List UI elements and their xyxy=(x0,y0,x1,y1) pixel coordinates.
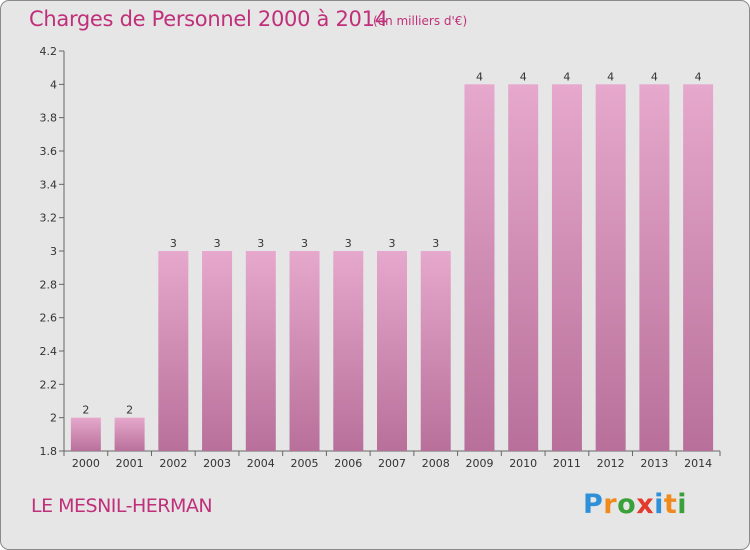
bar-2011 xyxy=(551,84,582,451)
logo-letter: P xyxy=(583,489,604,520)
y-tick-label: 4 xyxy=(50,78,57,91)
logo-letter: r xyxy=(603,489,618,520)
data-label-2014: 4 xyxy=(695,70,702,83)
proxiti-logo[interactable]: Proxiti xyxy=(583,489,687,520)
bar-2013 xyxy=(639,84,670,451)
commune-name: LE MESNIL-HERMAN xyxy=(31,495,213,517)
data-label-2011: 4 xyxy=(563,70,570,83)
data-label-2005: 3 xyxy=(301,237,308,250)
y-tick-label: 3.2 xyxy=(40,212,58,225)
data-label-2004: 3 xyxy=(257,237,264,250)
data-label-2003: 3 xyxy=(214,237,221,250)
data-label-2002: 3 xyxy=(170,237,177,250)
logo-letter: o xyxy=(617,489,637,520)
x-tick-label: 2005 xyxy=(291,457,319,470)
data-label-2008: 3 xyxy=(432,237,439,250)
x-tick-label: 2014 xyxy=(684,457,712,470)
x-tick-label: 2008 xyxy=(422,457,450,470)
y-tick-label: 3.4 xyxy=(40,178,58,191)
x-tick-label: 2000 xyxy=(72,457,100,470)
bar-2005 xyxy=(289,251,320,451)
x-tick-label: 2012 xyxy=(597,457,625,470)
x-tick-label: 2007 xyxy=(378,457,406,470)
chart-subtitle: (en milliers d'€) xyxy=(373,14,468,28)
bar-2001 xyxy=(114,417,145,451)
bar-2002 xyxy=(158,251,189,451)
y-tick-label: 2.2 xyxy=(40,378,58,391)
data-label-2000: 2 xyxy=(82,404,89,417)
y-tick-label: 2.8 xyxy=(40,278,58,291)
x-axis: 2000 2001 2002 2003 2004 2005 2006 2007 2008 2009… xyxy=(63,450,721,470)
y-tick-label: 4.2 xyxy=(40,45,58,58)
y-tick-label: 1.8 xyxy=(40,445,58,458)
bar-2000 xyxy=(70,417,101,451)
bar-2006 xyxy=(333,251,364,451)
logo-letter: i xyxy=(654,489,664,520)
bar-2010 xyxy=(508,84,539,451)
y-tick-label: 3.6 xyxy=(40,145,58,158)
y-tick-label: 2.4 xyxy=(40,345,58,358)
x-tick-label: 2004 xyxy=(247,457,275,470)
bar-2009 xyxy=(464,84,495,451)
bar-2007 xyxy=(377,251,407,451)
y-tick-label: 2 xyxy=(50,412,57,425)
x-tick-label: 2010 xyxy=(509,457,537,470)
y-tick-label: 3 xyxy=(50,245,57,258)
bar-2012 xyxy=(595,84,626,451)
logo-letter: x xyxy=(636,489,655,520)
x-tick-label: 2013 xyxy=(640,457,668,470)
logo-letter: t xyxy=(663,489,678,520)
data-label-2013: 4 xyxy=(651,70,658,83)
x-tick-label: 2001 xyxy=(116,457,144,470)
x-tick-label: 2003 xyxy=(203,457,231,470)
bar-2014 xyxy=(683,84,714,451)
data-label-2007: 3 xyxy=(389,237,396,250)
bar-2004 xyxy=(245,251,276,451)
y-tick-label: 3.8 xyxy=(40,112,58,125)
data-label-2010: 4 xyxy=(520,70,527,83)
bars xyxy=(70,84,714,451)
x-tick-label: 2006 xyxy=(334,457,362,470)
x-tick-label: 2002 xyxy=(159,457,187,470)
data-label-2001: 2 xyxy=(126,404,133,417)
x-tick-label: 2009 xyxy=(465,457,493,470)
chart-title: Charges de Personnel 2000 à 2014 xyxy=(29,7,388,31)
bar-2003 xyxy=(202,251,233,451)
data-label-2006: 3 xyxy=(345,237,352,250)
data-label-2009: 4 xyxy=(476,70,483,83)
data-labels: 2 2 3 3 3 3 3 3 3 4 4 4 4 4 4 xyxy=(82,70,701,416)
logo-letter: i xyxy=(677,489,688,520)
data-label-2012: 4 xyxy=(607,70,614,83)
y-axis: 1.8 2 2.2 2.4 2.6 2.8 3 3.2 3.4 3.6 3.8 4 4.2 xyxy=(40,45,65,458)
bar-2008 xyxy=(420,251,451,451)
x-tick-label: 2011 xyxy=(553,457,581,470)
y-tick-label: 2.6 xyxy=(40,312,58,325)
